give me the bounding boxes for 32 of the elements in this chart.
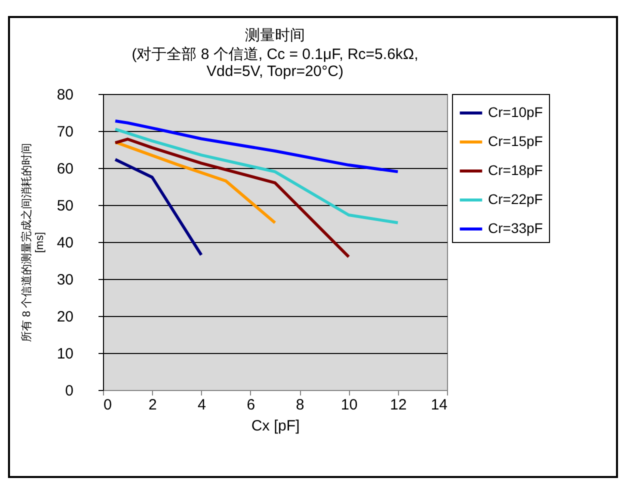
x-tick-label: 6 [246, 396, 256, 414]
y-tick-label: 70 [56, 124, 74, 140]
y-tick-label: 30 [56, 272, 74, 288]
legend-label: Cr=10pF [488, 104, 543, 120]
legend-label: Cr=18pF [488, 162, 543, 178]
y-tick-label: 40 [56, 234, 74, 252]
legend-label: Cr=15pF [488, 133, 543, 149]
x-tick-label: 2 [148, 396, 157, 414]
text: 所有 8 个信道的测量完成之间消耗的时间 [20, 142, 33, 342]
line-series [114, 128, 400, 224]
legend-label: Cr=33pF [488, 220, 543, 236]
x-axis-title: Cx [pF] [251, 418, 300, 434]
text: (对于全部 8 个信道, Cc = 0.1μF, Rc=5.6kΩ, [132, 46, 418, 63]
line-series [114, 138, 350, 258]
y-tick-label: 60 [56, 160, 74, 178]
text: [ms] [34, 232, 46, 253]
y-tick-label: 80 [56, 86, 74, 104]
y-tick-label: 0 [65, 382, 74, 400]
x-tick-label: 14 [430, 396, 448, 414]
line-series [114, 120, 400, 174]
x-tick-label: 8 [296, 396, 304, 414]
line-series [114, 140, 276, 224]
y-tick-label: 50 [56, 198, 74, 214]
x-tick-label: 4 [198, 396, 206, 414]
x-tick-label: 10 [340, 396, 358, 414]
x-tick-label: 12 [390, 396, 407, 414]
legend-label: Cr=22pF [488, 191, 543, 207]
text: Vdd=5V, Topr=20°C) [206, 63, 344, 80]
x-tick-label: 0 [104, 396, 112, 414]
y-tick-label: 20 [56, 308, 74, 326]
y-tick-label: 10 [56, 346, 74, 362]
chart-title: 测量时间 [245, 27, 305, 44]
